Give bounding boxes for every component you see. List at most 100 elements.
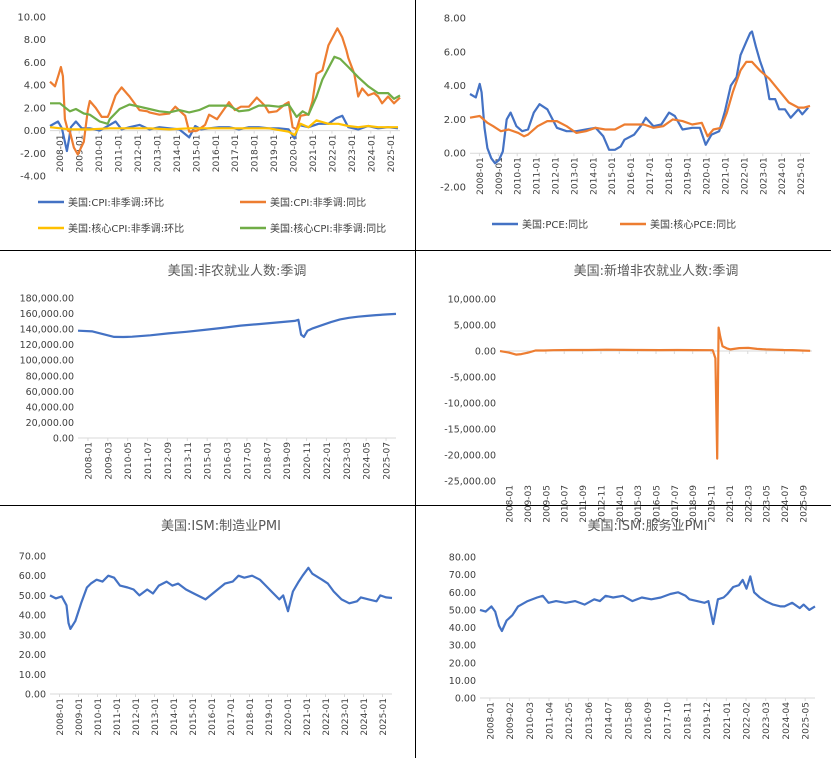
x-tick-label: 2023-01: [341, 698, 351, 736]
x-tick-label: 2023-01: [759, 157, 769, 195]
x-tick-label: 2022-01: [322, 698, 332, 736]
y-tick-label: 50.00: [449, 605, 476, 616]
x-tick-label: 2016-05: [653, 485, 663, 523]
x-tick-label: 2020-01: [284, 698, 294, 736]
x-tick-label: 2019-09: [283, 442, 293, 480]
y-tick-label: -20,000.00: [444, 451, 496, 462]
x-tick-label: 2016-01: [627, 157, 637, 195]
x-tick-label: 2010-01: [514, 157, 524, 195]
x-tick-label: 2010-01: [95, 135, 105, 173]
y-tick-label: 20.00: [449, 658, 476, 669]
x-tick-label: 2013-01: [153, 135, 163, 173]
x-tick-label: 2012-01: [552, 157, 562, 195]
x-tick-label: 2012-01: [134, 135, 144, 173]
x-tick-label: 2009-01: [75, 698, 85, 736]
x-tick-label: 2013-11: [184, 442, 194, 480]
series-line-1: [499, 326, 811, 460]
x-tick-label: 2009-02: [506, 702, 516, 740]
y-tick-label: 30.00: [449, 641, 476, 652]
chart-title: 美国:ISM:服务业PMI: [588, 518, 708, 534]
series-line-1: [77, 312, 397, 339]
x-tick-label: 2011-09: [579, 485, 589, 523]
y-tick-label: 40,000.00: [26, 402, 74, 413]
y-tick-label: 0.00: [25, 690, 46, 701]
chart-3: 美国:非农就业人数:季调 180,000.00 160,000.00 140,000.…: [20, 264, 397, 480]
x-tick-label: 2011-01: [113, 698, 123, 736]
x-tick-label: 2025-01: [387, 135, 397, 173]
y-tick-label: 60,000.00: [26, 387, 74, 398]
x-tick-label: 2015-01: [192, 135, 202, 173]
y-tick-label: 180,000.00: [20, 294, 74, 305]
legend-label: 美国:核心CPI:非季调:环比: [68, 222, 184, 235]
x-tick-label: 2023-05: [763, 485, 773, 523]
x-tick-label: 2014-01: [170, 698, 180, 736]
x-tick-label: 2018-01: [251, 135, 261, 173]
x-tick-label: 2021-01: [309, 135, 319, 173]
chart-title: 美国:新增非农就业人数:季调: [574, 263, 739, 279]
x-tick-label: 2024-04: [782, 702, 792, 740]
x-tick-label: 2008-01: [56, 135, 66, 173]
y-tick-label: 80,000.00: [26, 371, 74, 382]
y-tick-label: 8.00: [24, 35, 46, 46]
x-tick-label: 2024-05: [363, 442, 373, 480]
y-tick-label: 50.00: [19, 591, 46, 602]
x-tick-label: 2009-01: [76, 135, 86, 173]
y-tick-label: 100,000.00: [20, 356, 74, 367]
x-tick-label: 2021-01: [722, 157, 732, 195]
x-tick-label: 2012-05: [565, 702, 575, 740]
x-tick-label: 2017-01: [227, 698, 237, 736]
x-tick-label: 2018-01: [665, 157, 675, 195]
x-tick-label: 2020-01: [703, 157, 713, 195]
y-tick-label: 140,000.00: [20, 325, 74, 336]
x-tick-label: 2022-02: [743, 702, 753, 740]
y-tick-label: 4.00: [444, 81, 466, 92]
x-tick-label: 2018-09: [689, 485, 699, 523]
x-tick-label: 2024-01: [360, 698, 370, 736]
y-tick-label: 40.00: [449, 623, 476, 634]
x-tick-label: 2021-01: [303, 698, 313, 736]
x-tick-label: 2017-07: [671, 485, 681, 523]
legend-label: 美国:CPI:非季调:环比: [68, 196, 164, 209]
x-tick-label: 2022-01: [323, 442, 333, 480]
y-tick-label: -5,000.00: [450, 373, 496, 384]
y-tick-label: 5,000.00: [454, 321, 496, 332]
x-tick-label: 2017-10: [664, 702, 674, 740]
chart-1: 10.00 8.00 6.00 4.00 2.00 0.00 -2.00 -4.00 2008-…: [17, 13, 401, 235]
x-tick-label: 2016-09: [644, 702, 654, 740]
x-tick-label: 2022-01: [740, 157, 750, 195]
x-tick-label: 2020-11: [303, 442, 313, 480]
x-tick-label: 2010-07: [561, 485, 571, 523]
x-tick-label: 2021-01: [723, 702, 733, 740]
x-tick-label: 2011-04: [545, 702, 555, 740]
x-tick-label: 2015-01: [204, 442, 214, 480]
x-tick-label: 2011-01: [115, 135, 125, 173]
y-tick-label: 120,000.00: [20, 340, 74, 351]
x-tick-label: 2019-01: [265, 698, 275, 736]
horizontal-divider-1: [0, 250, 831, 251]
x-tick-label: 2019-01: [270, 135, 280, 173]
vertical-divider: [415, 0, 416, 758]
x-tick-label: 2019-12: [703, 702, 713, 740]
x-tick-label: 2008-01: [56, 698, 66, 736]
chart-4: 美国:新增非农就业人数:季调 10,000.00 5,000.00 0.00 -5,00…: [444, 263, 812, 523]
y-tick-label: 20,000.00: [26, 418, 74, 429]
x-tick-label: 2010-01: [94, 698, 104, 736]
horizontal-divider-2: [0, 505, 831, 506]
x-tick-label: 2017-05: [243, 442, 253, 480]
y-tick-label: 0.00: [475, 347, 496, 358]
y-tick-label: 6.00: [24, 58, 46, 69]
x-tick-label: 2015-03: [634, 485, 644, 523]
legend-label: 美国:CPI:非季调:同比: [270, 196, 366, 209]
x-tick-label: 2011-01: [533, 157, 543, 195]
y-tick-label: 0.00: [24, 126, 46, 137]
y-tick-label: -10,000.00: [444, 399, 496, 410]
x-tick-label: 2018-07: [263, 442, 273, 480]
x-tick-label: 2012-01: [132, 698, 142, 736]
x-tick-label: 2015-08: [624, 702, 634, 740]
y-tick-label: 60.00: [19, 571, 46, 582]
x-tick-label: 2018-01: [246, 698, 256, 736]
x-tick-label: 2008-01: [486, 702, 496, 740]
x-tick-label: 2019-01: [684, 157, 694, 195]
x-tick-label: 2022-03: [744, 485, 754, 523]
